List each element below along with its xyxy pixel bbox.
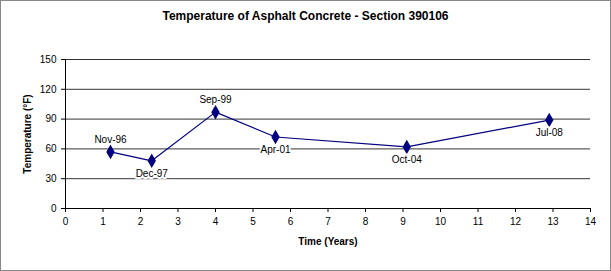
- svg-text:60: 60: [45, 143, 57, 154]
- html-text:Temperature of Asphalt Concret: Temperature of Asphalt Concrete - Sectio…: [162, 9, 449, 23]
- svg-text:13: 13: [547, 216, 559, 227]
- svg-text:Sep-99: Sep-99: [199, 94, 232, 105]
- svg-text:90: 90: [45, 113, 57, 124]
- svg-text:12: 12: [510, 216, 522, 227]
- svg-text:0: 0: [51, 203, 57, 214]
- svg-text:9: 9: [400, 216, 406, 227]
- svg-text:150: 150: [40, 54, 57, 65]
- svg-text:4: 4: [213, 216, 219, 227]
- svg-text:6: 6: [288, 216, 294, 227]
- svg-text:3: 3: [175, 216, 181, 227]
- svg-text:120: 120: [40, 84, 57, 95]
- svg-text:Apr-01: Apr-01: [260, 144, 290, 155]
- svg-text:Nov-96: Nov-96: [94, 134, 127, 145]
- svg-text:10: 10: [435, 216, 447, 227]
- svg-text:30: 30: [45, 173, 57, 184]
- svg-text:Temperature (°F): Temperature (°F): [22, 94, 33, 173]
- svg-text:Dec-97: Dec-97: [136, 168, 169, 179]
- svg-text:8: 8: [363, 216, 369, 227]
- svg-text:1: 1: [100, 216, 106, 227]
- svg-text:Time (Years): Time (Years): [298, 236, 357, 247]
- svg-text:5: 5: [250, 216, 256, 227]
- svg-text:2: 2: [138, 216, 144, 227]
- svg-text:14: 14: [585, 216, 597, 227]
- svg-text:Oct-04: Oct-04: [392, 154, 422, 165]
- svg-text:11: 11: [473, 216, 484, 227]
- svg-text:7: 7: [325, 216, 331, 227]
- svg-text:0: 0: [63, 216, 69, 227]
- svg-text:Jul-08: Jul-08: [536, 127, 564, 138]
